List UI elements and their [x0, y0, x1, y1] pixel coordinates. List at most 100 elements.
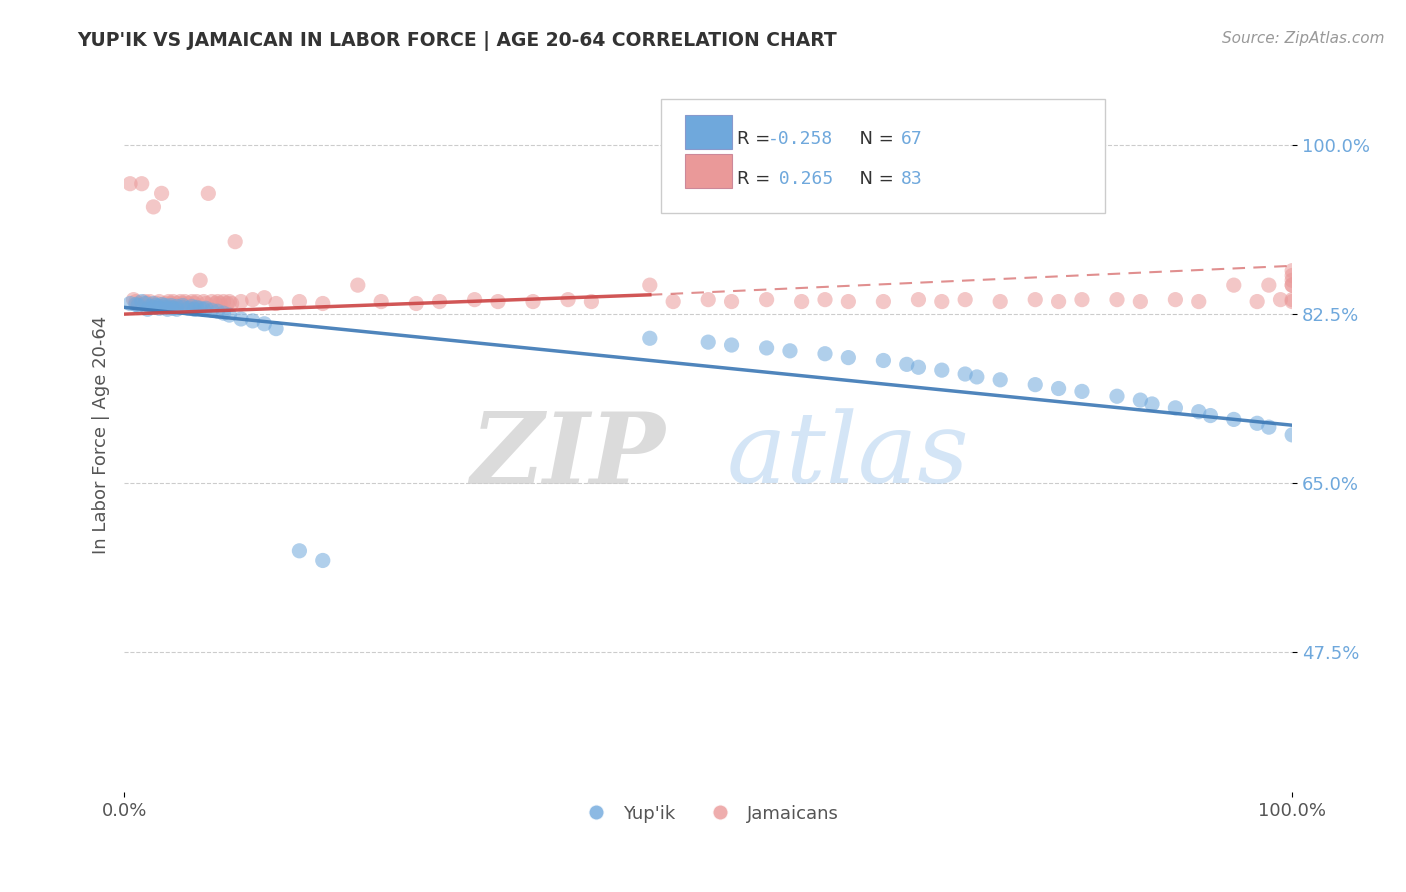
Point: [162, 301, 184, 316]
Point: [288, 543, 311, 558]
Point: [125, 297, 148, 311]
Text: N =: N =: [848, 170, 900, 188]
Point: [405, 296, 427, 310]
Point: [181, 294, 204, 309]
Point: [153, 298, 176, 312]
Point: [172, 298, 194, 312]
Point: [312, 553, 335, 567]
FancyBboxPatch shape: [685, 114, 731, 149]
Text: -0.258: -0.258: [768, 130, 832, 148]
Point: [264, 296, 287, 310]
Point: [139, 299, 162, 313]
Point: [148, 294, 170, 309]
Point: [207, 294, 229, 309]
Point: [136, 296, 159, 310]
Text: Source: ZipAtlas.com: Source: ZipAtlas.com: [1222, 31, 1385, 46]
Point: [156, 302, 179, 317]
Text: R =: R =: [737, 130, 776, 148]
Point: [160, 296, 183, 310]
Point: [931, 294, 953, 309]
Point: [1129, 294, 1152, 309]
Point: [1047, 382, 1070, 396]
Point: [790, 294, 813, 309]
Point: [201, 303, 224, 318]
Point: [157, 294, 180, 309]
Point: [212, 294, 235, 309]
Point: [264, 321, 287, 335]
Point: [218, 308, 240, 322]
Point: [907, 360, 929, 375]
Point: [1105, 389, 1128, 403]
Point: [312, 296, 335, 310]
Point: [148, 301, 170, 316]
Point: [988, 373, 1011, 387]
Point: [346, 278, 368, 293]
Point: [188, 301, 211, 316]
Point: [120, 296, 142, 310]
FancyBboxPatch shape: [661, 99, 1105, 213]
Point: [288, 294, 311, 309]
Point: [160, 301, 183, 315]
Point: [755, 341, 778, 355]
Point: [166, 296, 188, 310]
Point: [1188, 294, 1211, 309]
Point: [208, 296, 231, 310]
Point: [1281, 278, 1303, 293]
Point: [142, 301, 165, 315]
Point: [166, 299, 188, 313]
Point: [1047, 294, 1070, 309]
Point: [188, 273, 211, 287]
Point: [134, 296, 156, 310]
Point: [145, 298, 167, 312]
Point: [1257, 278, 1279, 293]
Point: [720, 294, 742, 309]
Point: [1024, 377, 1046, 392]
Point: [557, 293, 579, 307]
Point: [242, 293, 264, 307]
Point: [872, 353, 894, 368]
Point: [131, 177, 153, 191]
Text: YUP'IK VS JAMAICAN IN LABOR FORCE | AGE 20-64 CORRELATION CHART: YUP'IK VS JAMAICAN IN LABOR FORCE | AGE …: [77, 31, 837, 51]
Point: [122, 293, 145, 307]
Point: [1071, 384, 1094, 399]
Point: [1223, 278, 1246, 293]
Point: [1281, 268, 1303, 283]
Point: [1105, 293, 1128, 307]
Point: [253, 291, 276, 305]
Point: [136, 302, 159, 317]
Point: [221, 296, 243, 310]
Point: [142, 200, 165, 214]
Point: [139, 294, 162, 309]
Point: [429, 294, 451, 309]
Point: [242, 314, 264, 328]
Point: [1223, 412, 1246, 426]
Point: [181, 299, 204, 313]
Point: [120, 177, 142, 191]
Point: [1246, 294, 1268, 309]
Point: [581, 294, 603, 309]
Point: [174, 294, 197, 309]
Point: [146, 296, 169, 310]
Point: [814, 347, 837, 361]
Point: [1164, 293, 1187, 307]
Text: R =: R =: [737, 170, 776, 188]
Point: [186, 301, 208, 315]
Point: [218, 294, 240, 309]
Point: [150, 297, 173, 311]
Point: [953, 367, 976, 381]
Text: 67: 67: [901, 130, 922, 148]
Point: [134, 294, 156, 309]
Point: [370, 294, 392, 309]
Point: [697, 335, 720, 350]
Point: [1270, 293, 1292, 307]
Point: [1140, 397, 1163, 411]
Point: [183, 302, 205, 317]
Point: [253, 317, 276, 331]
Point: [131, 294, 153, 309]
Legend: Yup'ik, Jamaicans: Yup'ik, Jamaicans: [571, 797, 846, 830]
Point: [177, 301, 200, 316]
Point: [486, 294, 509, 309]
Point: [127, 296, 149, 310]
Point: [1281, 293, 1303, 307]
Point: [127, 298, 149, 312]
